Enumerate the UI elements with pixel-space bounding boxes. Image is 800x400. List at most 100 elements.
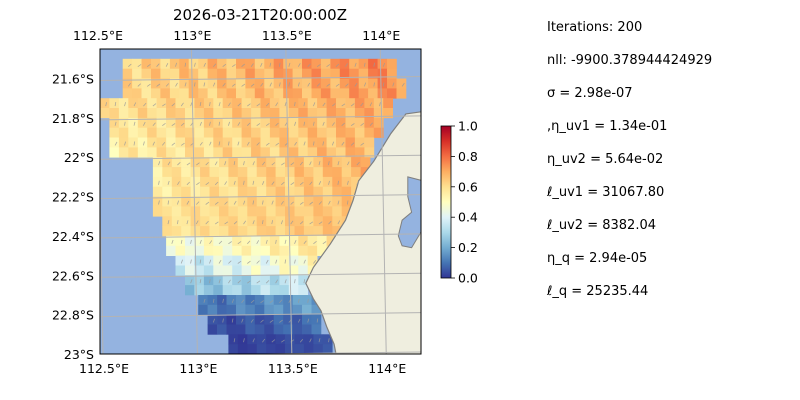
- heatmap-cell: [345, 147, 356, 158]
- velocity-arrow: [233, 180, 236, 185]
- heatmap-cell: [237, 186, 248, 197]
- velocity-arrow: [256, 123, 261, 127]
- velocity-arrow: [228, 279, 231, 284]
- heatmap-cell: [307, 117, 318, 129]
- heatmap-cell: [122, 68, 133, 79]
- heatmap-cell: [237, 226, 248, 237]
- heatmap-cell: [298, 98, 309, 109]
- heatmap-cell: [118, 117, 129, 129]
- velocity-arrow: [252, 180, 255, 185]
- heatmap-cell: [213, 117, 224, 129]
- heatmap-cell: [345, 98, 356, 109]
- heatmap-cell: [200, 157, 210, 168]
- heatmap-cell: [273, 304, 284, 315]
- heatmap-cell: [241, 235, 252, 247]
- heatmap-cell: [288, 245, 299, 256]
- map-frame: [99, 48, 422, 355]
- heatmap-cell: [251, 98, 261, 109]
- heatmap-cell: [137, 147, 148, 158]
- heatmap-cell: [128, 147, 139, 158]
- velocity-arrow: [209, 141, 212, 146]
- heatmap-cell: [237, 206, 248, 217]
- heatmap-cell: [251, 255, 261, 266]
- heatmap-cell: [181, 196, 191, 207]
- heatmap-cell: [132, 78, 142, 89]
- heatmap-cell: [222, 275, 233, 286]
- velocity-arrow: [233, 200, 237, 205]
- velocity-arrow: [269, 300, 274, 304]
- heatmap-cell: [332, 167, 343, 178]
- velocity-arrow: [281, 162, 285, 166]
- heatmap-cell: [322, 206, 333, 217]
- velocity-arrow: [279, 62, 281, 67]
- velocity-arrow: [205, 201, 210, 205]
- heatmap-cell: [141, 78, 152, 89]
- velocity-arrow: [322, 241, 327, 245]
- velocity-arrow: [250, 83, 255, 87]
- heatmap-cell: [256, 206, 267, 217]
- heatmap-cell: [317, 127, 327, 138]
- velocity-arrow: [262, 161, 266, 166]
- heatmap-cell: [317, 117, 327, 129]
- velocity-arrow: [243, 220, 247, 225]
- heatmap-cell: [203, 98, 214, 109]
- velocity-arrow: [222, 298, 224, 303]
- heatmap-cell: [181, 186, 191, 197]
- heatmap-cell: [285, 176, 295, 188]
- heatmap-cell: [207, 304, 218, 315]
- heatmap-cell: [364, 127, 375, 138]
- x-tick-label-bottom: 113.5°E: [268, 361, 318, 376]
- heatmap-cell: [303, 186, 314, 197]
- heatmap-cell: [213, 255, 224, 266]
- heatmap-cell: [222, 147, 233, 158]
- velocity-arrow: [177, 181, 180, 186]
- heatmap-cell: [283, 314, 293, 325]
- heatmap-cell: [320, 68, 331, 79]
- heatmap-cell: [228, 157, 239, 168]
- heatmap-cell: [283, 68, 293, 79]
- heatmap-cell: [228, 216, 239, 227]
- heatmap-cell: [326, 117, 337, 129]
- heatmap-cell: [137, 117, 148, 129]
- heatmap-cell: [213, 245, 224, 256]
- heatmap-cell: [226, 314, 237, 325]
- heatmap-cell: [171, 186, 182, 197]
- heatmap-cell: [256, 157, 267, 168]
- heatmap-cell: [273, 295, 284, 306]
- heatmap-cell: [336, 108, 346, 119]
- heatmap-cell: [109, 127, 120, 138]
- heatmap-cell: [303, 196, 314, 207]
- velocity-arrow: [241, 299, 245, 304]
- x-tick-label-top: 114°E: [362, 28, 400, 43]
- velocity-arrow: [294, 279, 296, 284]
- heatmap-cell: [162, 176, 173, 188]
- heatmap-cell: [198, 68, 208, 79]
- velocity-arrow: [326, 64, 331, 68]
- velocity-arrow: [146, 83, 151, 87]
- velocity-arrow: [294, 259, 296, 264]
- heatmap-cell: [185, 285, 195, 296]
- heatmap-cell: [203, 245, 214, 256]
- heatmap-cell: [175, 117, 186, 129]
- velocity-arrow: [222, 63, 227, 68]
- heatmap-cell: [275, 157, 286, 168]
- heatmap-cell: [241, 117, 252, 129]
- velocity-arrow: [177, 220, 179, 225]
- velocity-arrow: [309, 161, 312, 166]
- velocity-arrow: [177, 162, 181, 166]
- heatmap-cell: [256, 344, 267, 354]
- heatmap-cell: [209, 167, 220, 178]
- heatmap-cell: [336, 98, 346, 109]
- heatmap-cell: [109, 117, 120, 129]
- velocity-arrow: [303, 279, 306, 284]
- velocity-arrow: [303, 121, 306, 126]
- heatmap-cell: [219, 167, 229, 178]
- heatmap-cell: [311, 68, 322, 79]
- heatmap-cell: [351, 157, 361, 168]
- heatmap-cell: [190, 186, 201, 197]
- velocity-arrow: [382, 82, 385, 87]
- heatmap-cell: [377, 58, 388, 69]
- velocity-arrow: [247, 103, 251, 107]
- heatmap-cell: [194, 275, 205, 286]
- velocity-arrow: [237, 280, 241, 284]
